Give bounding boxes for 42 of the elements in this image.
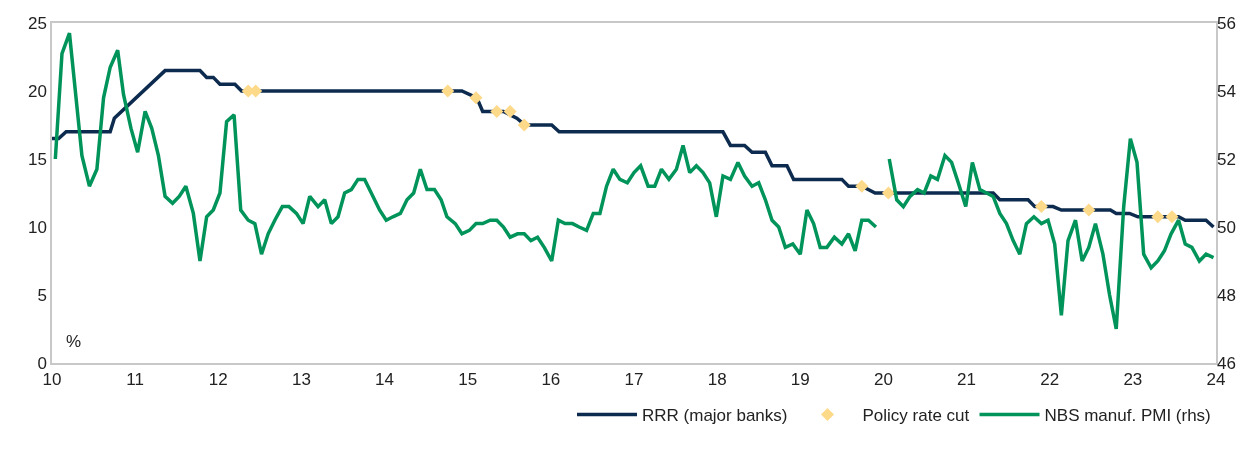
- annotation: %: [66, 332, 82, 351]
- point: [469, 91, 483, 105]
- x-tick-label: 21: [957, 370, 977, 390]
- y-tick-label: 15: [27, 149, 47, 169]
- x-tick-label: 23: [1123, 370, 1143, 390]
- point: [1165, 210, 1179, 224]
- point: [503, 104, 517, 118]
- y-tick-label: 25: [27, 13, 47, 33]
- legend-label: Policy rate cut: [862, 406, 970, 426]
- y2-tick-label: 46: [1217, 353, 1236, 373]
- y2-tick-label: 48: [1217, 285, 1236, 305]
- point: [1151, 210, 1165, 224]
- x-tick-label: 12: [208, 370, 228, 390]
- y2-tick-label: 56: [1217, 13, 1236, 33]
- x-tick-label: 13: [291, 370, 311, 390]
- x-tick-label: 16: [541, 370, 561, 390]
- y2-tick-label: 52: [1217, 149, 1236, 169]
- x-tick-label: 11: [126, 370, 144, 390]
- y-tick-label: 0: [37, 353, 47, 373]
- y-tick-label: 20: [27, 81, 47, 101]
- point: [517, 118, 531, 132]
- x-tick-label: 22: [1040, 370, 1060, 390]
- y-tick-label: 10: [27, 217, 47, 237]
- point: [441, 84, 455, 98]
- point: [1034, 200, 1048, 214]
- y-tick-label: 5: [37, 285, 47, 305]
- y2-tick-label: 50: [1217, 217, 1236, 237]
- y2-tick-label: 54: [1217, 81, 1236, 101]
- x-tick-label: 24: [1206, 370, 1226, 390]
- point: [855, 179, 869, 193]
- point: [881, 186, 895, 200]
- legend-label: RRR (major banks): [642, 406, 788, 426]
- x-tick-label: 14: [375, 370, 395, 390]
- point: [1082, 203, 1096, 217]
- x-tick-label: 19: [790, 370, 810, 390]
- x-tick-label: 20: [873, 370, 893, 390]
- line-series: [52, 68, 1216, 229]
- x-tick-label: 17: [624, 370, 644, 390]
- x-tick-label: 15: [458, 370, 478, 390]
- legend-label: NBS manuf. PMI (rhs): [1044, 406, 1211, 426]
- point: [490, 104, 504, 118]
- x-tick-label: 18: [707, 370, 727, 390]
